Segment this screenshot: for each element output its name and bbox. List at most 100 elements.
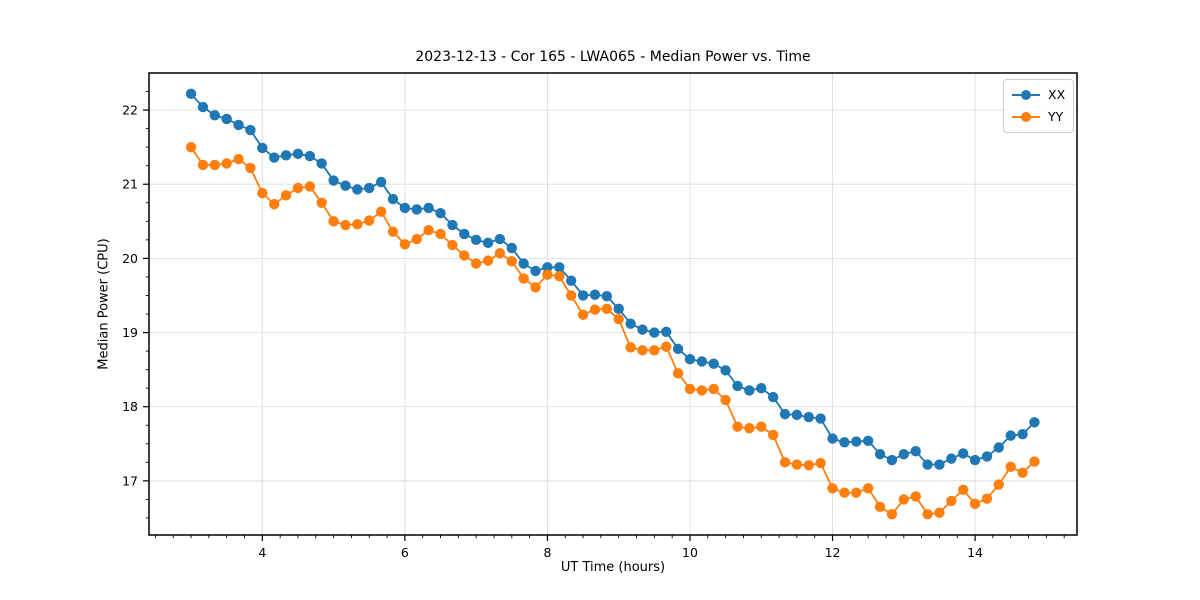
series-yy-marker [292,182,304,194]
series-yy-marker [185,141,197,153]
x-tick-label: 8 [543,545,551,560]
series-xx-marker [839,437,850,448]
series-xx-marker [269,152,280,163]
series-xx-marker [530,265,541,277]
series-xx-marker [375,176,387,188]
series-yy-marker [257,187,268,199]
y-axis-label: Median Power (CPU) [96,238,112,370]
series-yy-marker [946,495,957,507]
series-xx-marker [637,324,648,335]
x-axis-label: UT Time (hours) [560,560,666,575]
series-xx-marker [482,237,494,249]
series-xx-marker [589,289,601,300]
series-yy-marker [969,498,981,510]
series-yy-marker [269,199,280,210]
legend-yy-line-marker-icon [1012,112,1040,122]
series-yy-marker [375,206,387,217]
series-yy-marker [542,269,553,280]
series-yy-marker [197,159,209,171]
series-yy-marker [1005,461,1016,472]
series-xx-marker [684,354,696,365]
series-xx-marker [221,113,232,125]
series-xx-marker [874,448,886,460]
series-yy-marker [672,368,684,379]
series-yy-marker [803,460,814,471]
legend-item-xx: XX [1011,84,1065,106]
series-yy-marker [280,190,292,201]
series-xx-marker [862,435,874,447]
series-xx-marker [328,175,339,186]
series-xx-marker [304,150,316,162]
series-yy-marker [530,282,541,293]
series-yy-marker [637,345,648,356]
series-yy-marker [435,228,446,240]
series-yy-marker [625,342,636,353]
series-xx-marker [934,459,945,470]
series-xx-marker [387,193,399,205]
series-yy-marker [981,493,993,504]
series-yy-marker [411,233,422,245]
x-tick-label: 6 [401,545,409,560]
series-yy-marker [649,345,660,356]
series-yy-marker [791,459,803,470]
series-xx-marker [554,262,565,273]
series-yy-marker [851,487,862,498]
series-xx-marker [708,358,719,369]
series-xx-marker [898,448,910,460]
x-tick-label: 10 [682,545,698,560]
y-tick-label: 20 [122,251,138,266]
series-yy-marker [744,423,755,434]
series-xx-marker [470,234,482,246]
series-yy-marker [447,239,458,251]
series-xx-marker [981,451,993,462]
series-xx-marker [423,202,434,214]
series-xx-marker [542,262,553,273]
series-xx-marker [767,391,779,403]
series-yy-marker [993,479,1005,490]
series-yy-marker [221,158,232,169]
series-yy-marker [839,487,850,498]
series-yy-marker [827,483,838,494]
series-yy-marker [233,153,244,165]
series-yy-marker [209,159,220,171]
plot-border [148,72,1078,536]
series-yy-marker [494,248,506,259]
series-yy-marker [779,457,791,468]
series-xx-marker [447,219,458,231]
legend-label-yy: YY [1048,108,1064,124]
series-xx-marker [803,411,814,423]
series-xx-marker [791,409,803,421]
series-yy-marker [518,273,529,284]
series-yy-marker [601,303,612,315]
series-yy-marker [364,215,375,226]
series-xx-marker [577,290,589,301]
series-xx-marker [779,408,791,420]
x-tick-label: 4 [258,545,266,560]
series-xx-marker [969,454,981,466]
series-yy-marker [589,304,601,315]
y-tick-label: 22 [122,103,138,118]
series-yy-marker [815,457,826,469]
series-xx-marker [245,124,256,136]
series-yy-marker [767,429,779,441]
legend-label-xx: XX [1048,86,1066,102]
series-xx-marker [744,385,755,396]
series-yy-marker [387,226,399,237]
series-xx-marker [946,453,957,464]
series-yy-marker [554,270,565,282]
series-yy-marker [756,421,767,432]
series-xx-marker [494,233,506,245]
series-xx-marker [851,436,862,447]
series-yy-marker [720,394,731,406]
series-xx-marker [435,207,446,219]
series-xx-marker [756,382,767,394]
series-xx-marker [233,119,244,131]
series-xx-marker [696,356,708,367]
series-yy-marker [862,483,874,494]
series-yy-marker [613,314,624,325]
series-yy-marker [399,239,411,250]
series-xx-marker [649,327,660,338]
legend-item-yy: YY [1011,106,1065,128]
x-tick-label: 14 [967,545,983,560]
